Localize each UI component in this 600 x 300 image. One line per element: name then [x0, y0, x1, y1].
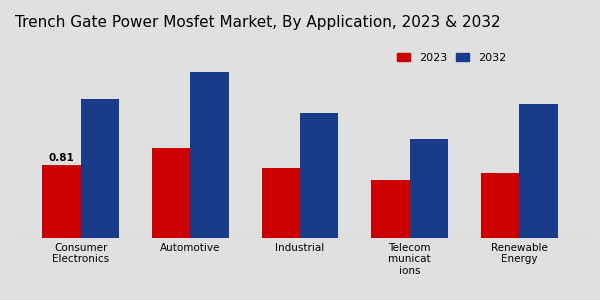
Bar [519, 103, 557, 238]
Bar [300, 112, 338, 238]
Bar [43, 165, 81, 238]
Bar [152, 148, 190, 238]
Bar [262, 168, 300, 238]
Text: Trench Gate Power Mosfet Market, By Application, 2023 & 2032: Trench Gate Power Mosfet Market, By Appl… [15, 15, 500, 30]
Bar [371, 180, 410, 238]
Text: 0.81: 0.81 [49, 153, 74, 163]
Bar [190, 72, 229, 238]
Bar [410, 140, 448, 238]
Bar [81, 99, 119, 238]
Legend: 2023, 2032: 2023, 2032 [392, 48, 511, 68]
Bar [481, 173, 519, 238]
